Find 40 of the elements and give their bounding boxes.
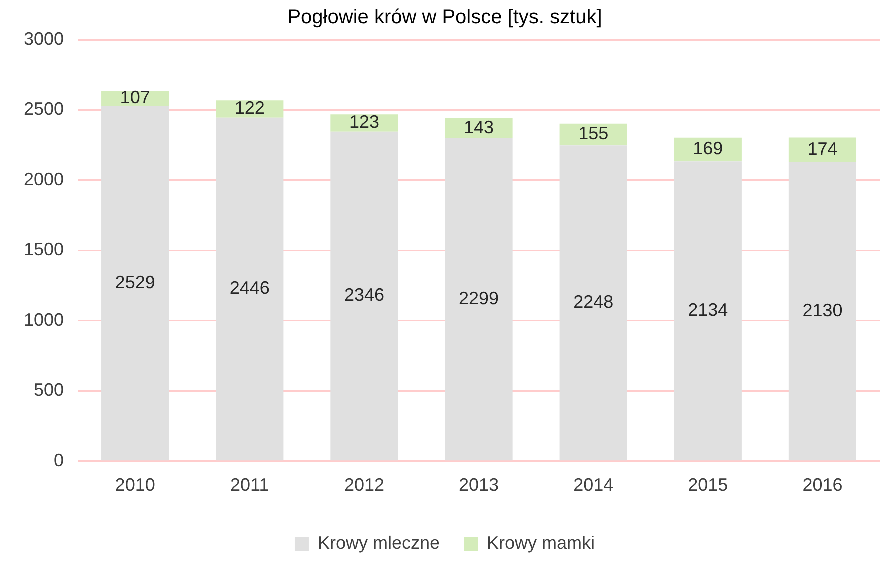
data-label: 122	[234, 98, 265, 118]
chart-title: Pogłowie krów w Polsce [tys. sztuk]	[288, 6, 602, 29]
y-tick-label: 500	[34, 380, 64, 400]
x-tick-label: 2011	[230, 475, 270, 496]
x-tick-label: 2010	[115, 475, 156, 496]
data-label: 2248	[574, 292, 614, 312]
y-tick-label: 3000	[24, 28, 64, 49]
y-tick-label: 2500	[24, 99, 64, 120]
x-tick-label: 2012	[344, 475, 384, 496]
x-tick-label: 2016	[802, 475, 843, 496]
bar	[445, 138, 513, 461]
y-tick-label: 2000	[24, 169, 64, 190]
bar	[674, 162, 742, 461]
y-tick-label: 1500	[24, 240, 64, 260]
bar	[216, 118, 284, 461]
legend-label: Krowy mleczne	[318, 532, 440, 553]
bar	[788, 138, 857, 162]
data-label: 169	[693, 138, 724, 159]
bar	[560, 146, 628, 461]
y-tick-label: 0	[54, 450, 64, 470]
x-tick-label: 2014	[574, 475, 614, 496]
data-label: 123	[349, 112, 380, 132]
bar	[216, 100, 284, 118]
data-label: 2299	[459, 288, 500, 309]
data-label: 2130	[802, 300, 843, 320]
data-label: 2446	[230, 278, 270, 298]
data-label: 143	[464, 117, 494, 138]
legend-label: Krowy mamki	[487, 532, 596, 553]
x-tick-label: 2015	[688, 475, 728, 496]
y-tick-label: 1000	[24, 310, 64, 330]
x-tick-label: 2013	[459, 475, 500, 496]
data-label: 155	[578, 124, 609, 144]
data-label: 2134	[688, 300, 728, 320]
data-label: 2346	[344, 285, 384, 306]
data-label: 2529	[115, 272, 156, 292]
bar	[330, 132, 398, 461]
data-label: 107	[120, 88, 150, 108]
bar	[788, 162, 857, 461]
data-label: 174	[808, 138, 838, 159]
bar	[102, 106, 170, 461]
